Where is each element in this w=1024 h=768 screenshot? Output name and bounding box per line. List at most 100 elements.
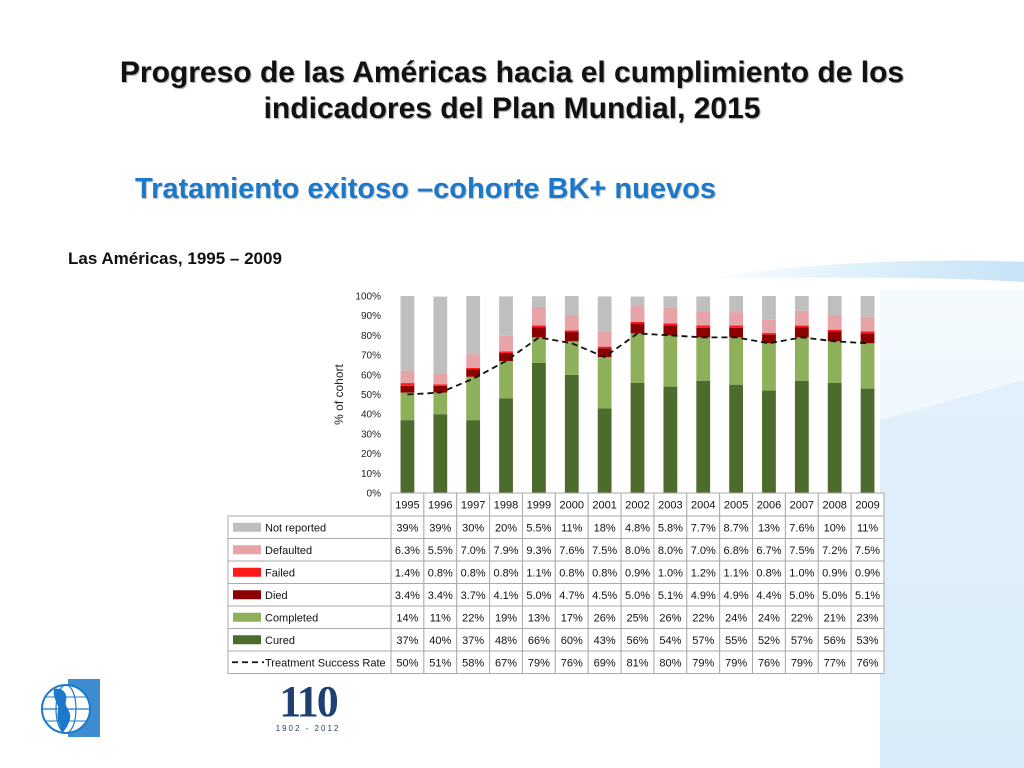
data-label: 13% [528, 612, 550, 624]
bar-segment-defaulted [433, 373, 448, 385]
bar-segment-not-reported [597, 296, 612, 332]
bar-segment-cured [433, 414, 448, 493]
bar-segment-failed [827, 329, 842, 332]
bar-segment-failed [860, 331, 875, 334]
data-label: 5.5% [526, 522, 551, 534]
data-label: 58% [462, 657, 484, 669]
bar-segment-defaulted [597, 331, 612, 347]
data-label: 8.0% [658, 545, 683, 557]
bar-segment-completed [696, 337, 711, 381]
data-label: 76% [561, 657, 583, 669]
x-category-label: 2003 [658, 500, 682, 512]
bar-segment-died [794, 327, 809, 338]
x-category-label: 2007 [790, 500, 814, 512]
bar-segment-completed [499, 361, 513, 399]
bar-segment-cured [827, 382, 842, 493]
bar-segment-cured [762, 390, 776, 493]
data-label: 57% [692, 635, 714, 647]
y-tick-label: 90% [361, 311, 381, 322]
bar-segment-cured [400, 420, 415, 493]
bar-segment-defaulted [729, 312, 744, 326]
x-category-label: 2006 [757, 500, 781, 512]
bar-segment-defaulted [794, 310, 809, 326]
data-label: 0.9% [855, 567, 880, 579]
bar-segment-defaulted [564, 315, 579, 331]
data-label: 7.6% [559, 545, 584, 557]
success-rate-line [407, 332, 868, 396]
bar-segment-cured [794, 380, 809, 493]
x-category-label: 2009 [855, 500, 879, 512]
bar-segment-failed [400, 383, 415, 386]
plot-area: 0% 10% 20% 30% 40% 50% 60% 70% 80% 90% 100% % of co… [332, 292, 884, 500]
bar-segment-failed [630, 321, 645, 324]
bar-segment-died [729, 327, 744, 338]
data-label: 3.4% [395, 590, 420, 602]
data-label: 22% [462, 612, 484, 624]
bar-segment-failed [564, 330, 579, 333]
x-category-label: 1997 [461, 500, 485, 512]
data-label: 11% [561, 522, 582, 534]
legend-label: Cured [265, 635, 295, 647]
bar-segment-cured [564, 374, 579, 493]
bar-segment-cured [696, 380, 711, 493]
region-label: Las Américas, 1995 – 2009 [68, 249, 282, 268]
bar-segment-died [400, 385, 415, 393]
bar-segment-completed [433, 392, 448, 415]
bar-segment-cured [531, 362, 546, 493]
data-label: 22% [791, 612, 813, 624]
data-label: 1.0% [789, 567, 814, 579]
data-label: 5.8% [658, 522, 683, 534]
bar-segment-died [466, 369, 481, 377]
anniversary-logo: 110 1902 - 2012 [262, 680, 354, 736]
legend-label: Treatment Success Rate [265, 657, 386, 669]
bar-segment-not-reported [729, 296, 744, 313]
legend-swatch-defaulted [233, 545, 261, 555]
data-label: 1.1% [526, 567, 551, 579]
data-label: 11% [857, 522, 878, 534]
bar-segment-completed [762, 343, 776, 391]
data-label: 11% [430, 612, 451, 624]
y-tick-label: 60% [361, 370, 381, 381]
data-label: 0.8% [592, 567, 617, 579]
bar-segment-failed [466, 367, 481, 370]
legend-swatch-completed [233, 612, 261, 622]
data-label: 23% [857, 612, 879, 624]
data-label: 5.0% [789, 590, 814, 602]
data-label: 7.5% [855, 545, 880, 557]
bar-segment-not-reported [827, 296, 842, 316]
paho-globe-logo [41, 679, 100, 737]
table-cell [850, 650, 885, 674]
bar-segment-defaulted [696, 311, 711, 326]
data-label: 6.7% [756, 545, 781, 557]
x-category-label: 1999 [527, 500, 551, 512]
x-category-label: 2000 [560, 500, 584, 512]
data-label: 81% [626, 657, 648, 669]
data-label: 43% [594, 635, 616, 647]
data-label: 51% [429, 657, 451, 669]
y-tick-label: 10% [361, 469, 381, 480]
data-label: 17% [561, 612, 583, 624]
bar-segment-not-reported [630, 296, 645, 307]
bar-segment-completed [860, 343, 875, 389]
data-label: 79% [791, 657, 813, 669]
bar-segment-defaulted [827, 315, 842, 330]
bar-segment-failed [794, 325, 809, 328]
data-label: 69% [594, 657, 616, 669]
legend-label: Failed [265, 567, 295, 579]
legend-swatch-not-reported [233, 522, 261, 532]
bar-segment-failed [597, 346, 612, 349]
y-tick-label: 40% [361, 410, 381, 421]
data-label: 7.7% [691, 522, 716, 534]
bar-segment-cured [466, 420, 481, 493]
data-label: 54% [659, 635, 681, 647]
bar-segment-died [696, 327, 711, 338]
bar-segment-completed [827, 341, 842, 383]
data-label: 56% [824, 635, 846, 647]
bar-segment-failed [499, 351, 513, 353]
bar-segment-died [499, 352, 513, 362]
legend-label: Completed [265, 612, 318, 624]
x-category-label: 2005 [724, 500, 748, 512]
data-label: 26% [594, 612, 616, 624]
data-label: 1.0% [658, 567, 683, 579]
